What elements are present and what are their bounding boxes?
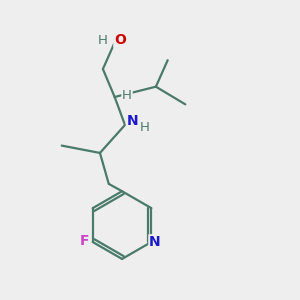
- Text: H: H: [98, 34, 107, 47]
- Text: F: F: [80, 233, 89, 248]
- Text: N: N: [149, 235, 161, 249]
- Text: O: O: [114, 33, 126, 47]
- Text: H: H: [122, 89, 132, 102]
- Text: N: N: [127, 114, 138, 128]
- Text: H: H: [140, 121, 150, 134]
